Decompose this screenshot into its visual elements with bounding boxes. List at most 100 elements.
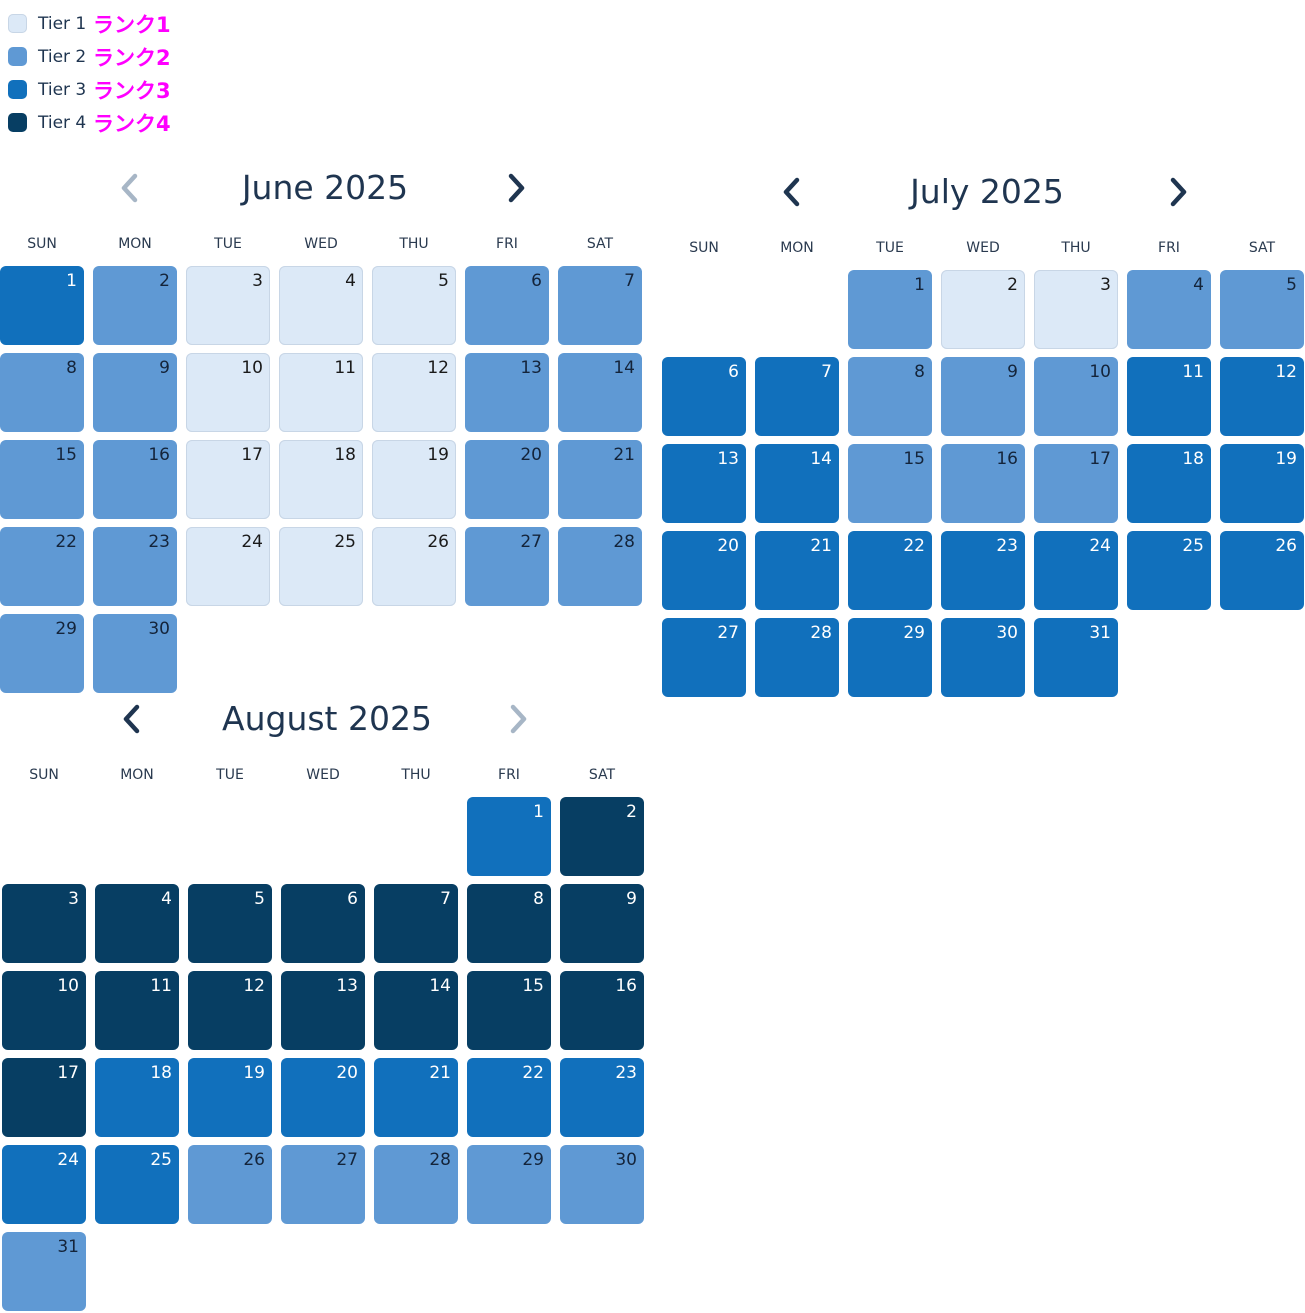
day-cell[interactable]: 28: [374, 1145, 458, 1224]
day-cell[interactable]: 9: [93, 353, 177, 432]
day-cell[interactable]: 16: [93, 440, 177, 519]
day-cell[interactable]: 19: [188, 1058, 272, 1137]
day-cell[interactable]: 11: [95, 971, 179, 1050]
day-cell[interactable]: 9: [560, 884, 644, 963]
day-cell[interactable]: 12: [372, 353, 456, 432]
day-cell[interactable]: 17: [186, 440, 270, 519]
day-cell[interactable]: 26: [188, 1145, 272, 1224]
day-cell[interactable]: 29: [0, 614, 84, 693]
day-cell[interactable]: 25: [95, 1145, 179, 1224]
day-cell[interactable]: 16: [941, 444, 1025, 523]
day-cell[interactable]: 29: [848, 618, 932, 697]
day-cell[interactable]: 9: [941, 357, 1025, 436]
day-cell[interactable]: 3: [1034, 270, 1118, 349]
day-number: 16: [996, 449, 1018, 469]
day-cell[interactable]: 7: [558, 266, 642, 345]
day-cell[interactable]: 10: [186, 353, 270, 432]
day-cell[interactable]: 27: [465, 527, 549, 606]
day-cell[interactable]: 20: [465, 440, 549, 519]
day-cell[interactable]: 12: [188, 971, 272, 1050]
day-cell[interactable]: 15: [0, 440, 84, 519]
day-cell[interactable]: 19: [1220, 444, 1304, 523]
legend-item-tier-1: Tier 1 ランク1: [8, 7, 171, 40]
day-cell[interactable]: 14: [558, 353, 642, 432]
day-cell[interactable]: 23: [93, 527, 177, 606]
day-cell[interactable]: 26: [1220, 531, 1304, 610]
day-cell[interactable]: 1: [467, 797, 551, 876]
day-cell[interactable]: 24: [1034, 531, 1118, 610]
day-cell[interactable]: 11: [279, 353, 363, 432]
day-cell[interactable]: 13: [465, 353, 549, 432]
day-cell[interactable]: 3: [2, 884, 86, 963]
day-cell[interactable]: 4: [1127, 270, 1211, 349]
day-cell[interactable]: 5: [188, 884, 272, 963]
day-cell[interactable]: 18: [279, 440, 363, 519]
day-cell[interactable]: 22: [467, 1058, 551, 1137]
day-cell[interactable]: 8: [0, 353, 84, 432]
day-cell[interactable]: 1: [848, 270, 932, 349]
day-cell[interactable]: 14: [755, 444, 839, 523]
day-cell[interactable]: 2: [941, 270, 1025, 349]
day-cell[interactable]: 1: [0, 266, 84, 345]
day-cell[interactable]: 24: [186, 527, 270, 606]
weekday-header-row: SUN MON TUE WED THU FRI SAT: [662, 240, 1305, 260]
next-month-button[interactable]: [496, 168, 536, 208]
day-cell[interactable]: 28: [755, 618, 839, 697]
day-cell[interactable]: 20: [662, 531, 746, 610]
day-cell[interactable]: 17: [1034, 444, 1118, 523]
day-cell[interactable]: 24: [2, 1145, 86, 1224]
day-cell[interactable]: 25: [279, 527, 363, 606]
day-cell[interactable]: 10: [2, 971, 86, 1050]
day-cell[interactable]: 27: [662, 618, 746, 697]
day-cell[interactable]: 28: [558, 527, 642, 606]
day-cell[interactable]: 10: [1034, 357, 1118, 436]
day-cell[interactable]: 22: [0, 527, 84, 606]
day-cell[interactable]: 21: [374, 1058, 458, 1137]
day-cell[interactable]: 18: [1127, 444, 1211, 523]
day-cell[interactable]: 11: [1127, 357, 1211, 436]
day-cell[interactable]: 7: [374, 884, 458, 963]
day-cell[interactable]: 2: [93, 266, 177, 345]
day-cell[interactable]: 6: [662, 357, 746, 436]
day-cell[interactable]: 6: [465, 266, 549, 345]
day-cell[interactable]: 27: [281, 1145, 365, 1224]
day-cell[interactable]: 30: [560, 1145, 644, 1224]
day-cell[interactable]: 21: [558, 440, 642, 519]
prev-month-button[interactable]: [112, 699, 152, 739]
day-cell[interactable]: 25: [1127, 531, 1211, 610]
day-cell[interactable]: 21: [755, 531, 839, 610]
day-cell[interactable]: 20: [281, 1058, 365, 1137]
day-cell[interactable]: 3: [186, 266, 270, 345]
next-month-button[interactable]: [1158, 172, 1198, 212]
day-cell[interactable]: 23: [941, 531, 1025, 610]
day-cell[interactable]: 16: [560, 971, 644, 1050]
day-cell[interactable]: 6: [281, 884, 365, 963]
day-cell[interactable]: 7: [755, 357, 839, 436]
day-cell[interactable]: 22: [848, 531, 932, 610]
day-cell[interactable]: 13: [662, 444, 746, 523]
day-cell[interactable]: 8: [467, 884, 551, 963]
day-cell[interactable]: 14: [374, 971, 458, 1050]
day-cell[interactable]: 30: [941, 618, 1025, 697]
day-cell[interactable]: 15: [467, 971, 551, 1050]
day-cell[interactable]: 4: [95, 884, 179, 963]
day-cell[interactable]: 19: [372, 440, 456, 519]
day-cell[interactable]: 30: [93, 614, 177, 693]
day-number: 8: [914, 362, 925, 382]
day-cell[interactable]: 12: [1220, 357, 1304, 436]
day-cell[interactable]: 5: [1220, 270, 1304, 349]
day-cell[interactable]: 31: [2, 1232, 86, 1311]
day-cell[interactable]: 17: [2, 1058, 86, 1137]
day-cell[interactable]: 13: [281, 971, 365, 1050]
day-cell[interactable]: 26: [372, 527, 456, 606]
day-cell[interactable]: 8: [848, 357, 932, 436]
day-cell[interactable]: 23: [560, 1058, 644, 1137]
day-cell[interactable]: 15: [848, 444, 932, 523]
day-cell[interactable]: 2: [560, 797, 644, 876]
day-cell[interactable]: 18: [95, 1058, 179, 1137]
day-cell[interactable]: 5: [372, 266, 456, 345]
day-cell[interactable]: 31: [1034, 618, 1118, 697]
day-cell[interactable]: 4: [279, 266, 363, 345]
day-cell[interactable]: 29: [467, 1145, 551, 1224]
prev-month-button[interactable]: [772, 172, 812, 212]
